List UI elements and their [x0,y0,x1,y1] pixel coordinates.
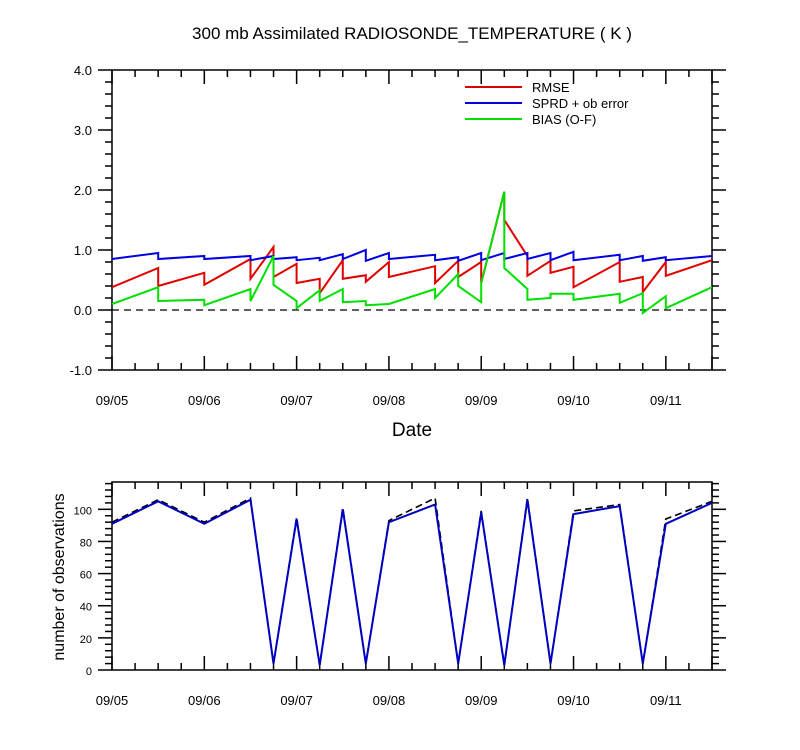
top-y-tick-label: 3.0 [74,123,92,138]
bottom-x-tick-labels: 09/05 09/06 09/07 09/08 09/09 09/10 09/11 [96,693,682,708]
top-y-tick-label: -1.0 [70,363,92,378]
bottom-y-tick-label: 100 [74,505,92,517]
bottom-axis-ticks [98,482,726,671]
y-axis-label-observations: number of observations [51,493,68,660]
bottom-x-tick-label: 09/07 [280,693,313,708]
top-series-group [111,191,713,315]
chart-title: 300 mb Assimilated RADIOSONDE_TEMPERATUR… [192,24,632,43]
top-x-tick-label: 09/08 [373,393,406,408]
top-y-tick-label: 0.0 [74,303,92,318]
top-y-tick-label: 4.0 [74,63,92,78]
top-x-tick-label: 09/05 [96,393,129,408]
top-x-tick-label: 09/06 [188,393,221,408]
x-axis-label: Date [392,420,432,441]
top-x-tick-label: 09/07 [280,393,313,408]
top-y-tick-labels: -1.0 0.0 1.0 2.0 3.0 4.0 [70,63,92,378]
bottom-x-tick-label: 09/09 [465,693,498,708]
bottom-series-group [111,496,713,666]
top-plot-frame [111,69,713,371]
top-axis-ticks [98,69,726,371]
legend-label-rmse: RMSE [532,80,570,95]
bottom-x-tick-label: 09/06 [188,693,221,708]
bottom-y-tick-label: 20 [80,634,92,646]
legend-label-bias: BIAS (O-F) [532,112,596,127]
bottom-x-tick-label: 09/10 [557,693,590,708]
legend: RMSE SPRD + ob error BIAS (O-F) [465,80,629,127]
series-line-sprd-ob-error [111,248,713,263]
bottom-y-tick-labels: 0 20 40 60 80 100 [74,505,92,678]
bottom-x-tick-label: 09/11 [650,693,682,708]
bottom-x-tick-label: 09/08 [373,693,406,708]
top-y-tick-label: 1.0 [74,243,92,258]
top-y-tick-label: 2.0 [74,183,92,198]
top-x-tick-label: 09/10 [557,393,590,408]
legend-label-sprd: SPRD + ob error [532,96,629,111]
series-line-bias-o-f [111,191,713,315]
top-x-tick-label: 09/11 [650,393,682,408]
bottom-x-tick-label: 09/05 [96,693,129,708]
bottom-y-tick-label: 0 [86,666,92,678]
bottom-y-tick-label: 80 [80,537,92,549]
bottom-y-tick-label: 40 [80,602,92,614]
top-panel: -1.0 0.0 1.0 2.0 3.0 4.0 09/05 09/06 09/07 09/08… [70,63,726,408]
series-line-rmse [111,191,713,297]
top-x-tick-labels: 09/05 09/06 09/07 09/08 09/09 09/10 09/11 [96,393,682,408]
series-line-used [111,498,713,666]
bottom-y-tick-label: 60 [80,570,92,582]
top-x-tick-label: 09/09 [465,393,498,408]
